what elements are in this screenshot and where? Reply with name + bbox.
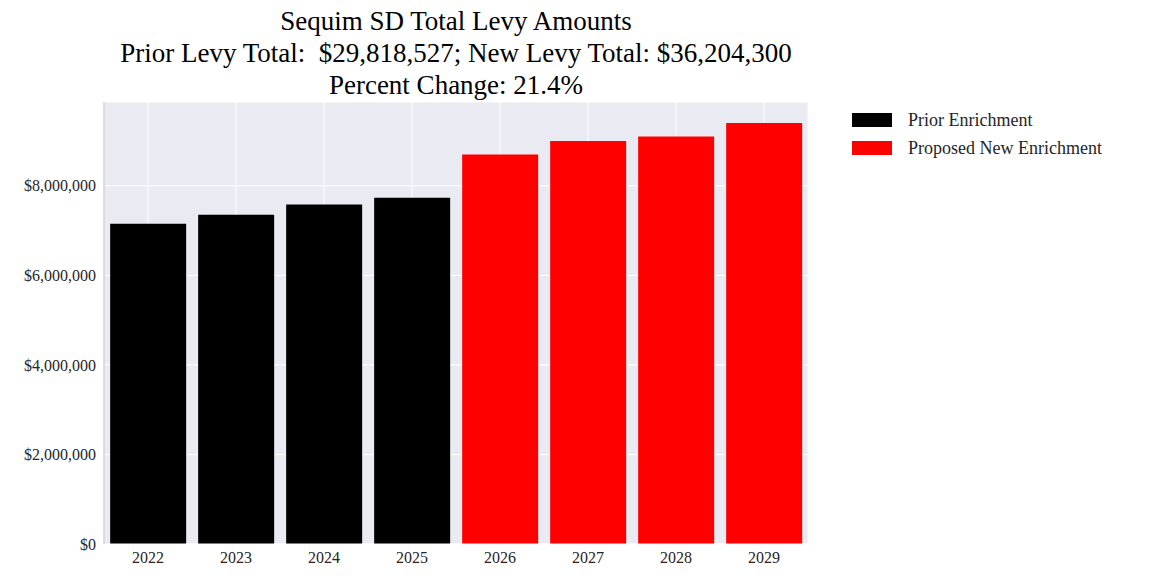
svg-text:2028: 2028 xyxy=(660,549,692,566)
svg-text:$6,000,000: $6,000,000 xyxy=(24,267,96,284)
svg-text:2026: 2026 xyxy=(484,549,516,566)
svg-text:2025: 2025 xyxy=(396,549,428,566)
svg-text:$4,000,000: $4,000,000 xyxy=(24,357,96,374)
svg-text:$8,000,000: $8,000,000 xyxy=(24,177,96,194)
svg-text:2027: 2027 xyxy=(572,549,604,566)
html-text:Proposed New Enrichment: Proposed New Enrichment xyxy=(908,137,1102,158)
svg-text:$2,000,000: $2,000,000 xyxy=(24,446,96,463)
svg-text:2023: 2023 xyxy=(220,549,252,566)
svg-text:2029: 2029 xyxy=(748,549,780,566)
html-text:Prior Enrichment: Prior Enrichment xyxy=(908,109,1033,130)
html-text:Sequim SD Total Levy Amounts P: Sequim SD Total Levy Amounts Prior Levy … xyxy=(120,6,792,100)
svg-text:2024: 2024 xyxy=(308,549,340,566)
svg-text:$0: $0 xyxy=(80,536,96,553)
svg-text:2022: 2022 xyxy=(132,549,164,566)
